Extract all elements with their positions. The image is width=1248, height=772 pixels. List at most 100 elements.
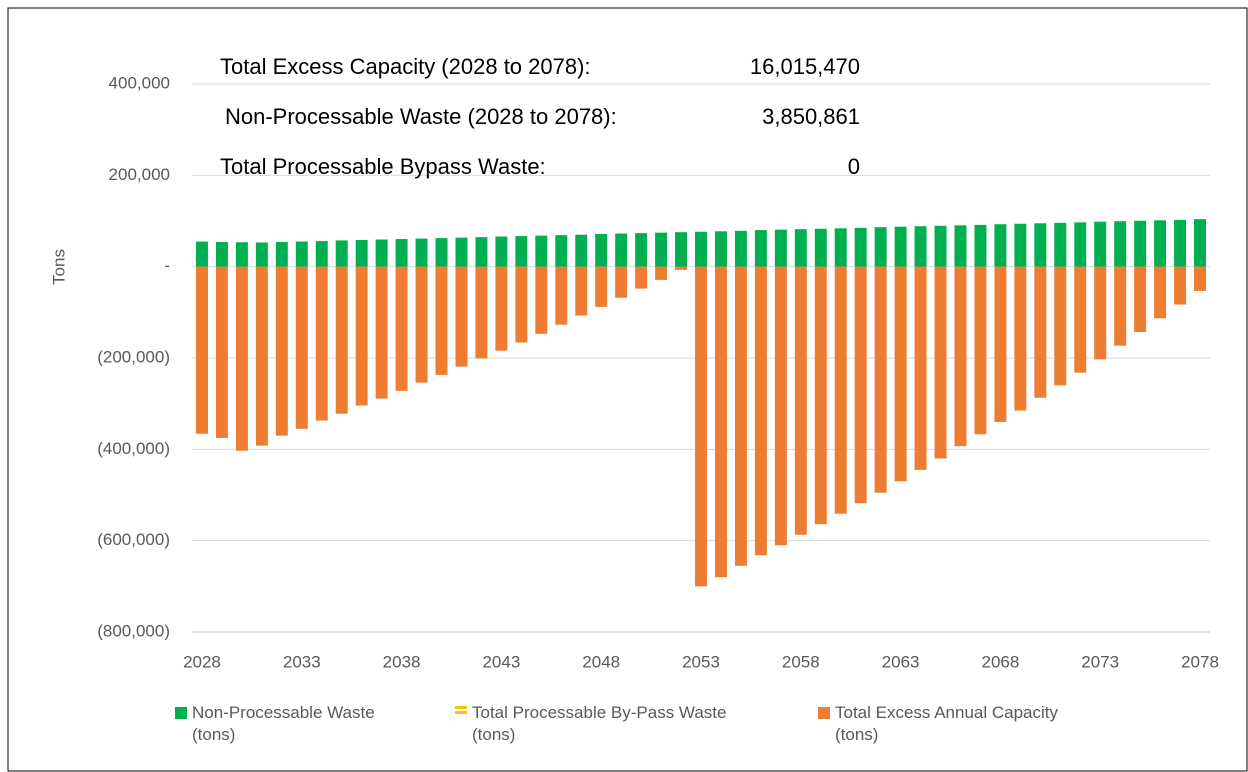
annotation-value: 16,015,470 [750, 54, 860, 79]
bar [954, 266, 967, 447]
bar [774, 229, 787, 267]
bar [1054, 222, 1067, 267]
annotation-value: 0 [848, 154, 860, 179]
bar [555, 266, 568, 325]
bar [834, 266, 847, 514]
bar [994, 266, 1007, 422]
bar [295, 241, 308, 267]
bar [894, 226, 907, 267]
bar [635, 233, 648, 267]
bar [655, 266, 668, 280]
y-tick-label: (800,000) [97, 621, 170, 640]
bar [595, 234, 608, 267]
bar [1114, 266, 1127, 346]
bar [695, 266, 707, 587]
bar [1174, 219, 1187, 267]
bar [215, 266, 228, 438]
bar [874, 227, 887, 267]
bar [195, 241, 208, 267]
x-tick-label: 2048 [582, 652, 620, 671]
bar [655, 232, 668, 267]
bar [1174, 266, 1187, 305]
bar [1134, 220, 1147, 267]
bar [335, 266, 348, 414]
bar [415, 266, 428, 383]
bar [675, 232, 688, 267]
y-tick-label: (600,000) [97, 530, 170, 549]
bar [734, 266, 747, 566]
x-tick-label: 2028 [183, 652, 221, 671]
bar [615, 266, 628, 298]
bar [714, 266, 727, 578]
bar [1074, 266, 1087, 373]
bar [874, 266, 887, 493]
annotation-text: Total Processable Bypass Waste: [220, 154, 546, 179]
y-tick-label: 400,000 [109, 73, 170, 92]
bar [974, 224, 987, 267]
bar [954, 225, 967, 267]
bar [215, 242, 228, 267]
y-tick-label: (400,000) [97, 439, 170, 458]
annotation-text: Total Excess Capacity (2028 to 2078): [220, 54, 591, 79]
bar [355, 239, 368, 267]
bar [934, 266, 947, 459]
bar [255, 266, 268, 446]
bar [1034, 266, 1047, 398]
bar [1154, 266, 1167, 319]
bar [335, 240, 348, 267]
bar [375, 239, 388, 267]
bar [355, 266, 368, 406]
bar [754, 230, 767, 267]
bar [774, 266, 787, 546]
bar [1134, 266, 1147, 332]
bar [495, 266, 508, 351]
bar [275, 242, 288, 267]
bar [455, 237, 468, 267]
bar [1194, 266, 1207, 291]
bar [595, 266, 608, 307]
y-axis-label: Tons [49, 249, 68, 285]
y-tick-label: (200,000) [97, 347, 170, 366]
bar [754, 266, 767, 556]
bar [395, 239, 408, 267]
bar [854, 227, 867, 267]
bar [1194, 219, 1207, 267]
x-tick-label: 2078 [1181, 652, 1219, 671]
bar [575, 266, 588, 316]
x-tick-label: 2053 [682, 652, 720, 671]
bar [1154, 220, 1167, 267]
x-tick-label: 2063 [882, 652, 920, 671]
bar [535, 266, 548, 334]
bar [814, 228, 827, 267]
bar [794, 266, 807, 535]
annotation-value: 3,850,861 [762, 104, 860, 129]
bar [495, 236, 508, 267]
bar [635, 266, 648, 289]
bar [974, 266, 987, 435]
bar [1094, 266, 1107, 360]
bar [734, 230, 747, 267]
bar [315, 241, 328, 267]
frame [7, 7, 1248, 772]
bar [994, 224, 1007, 267]
bar [1094, 221, 1107, 267]
bar [794, 229, 807, 267]
bar [814, 266, 827, 525]
bar [1074, 222, 1087, 267]
bar [1014, 266, 1027, 411]
y-tick-label: - [164, 256, 170, 275]
bar [695, 231, 707, 267]
bar [315, 266, 328, 421]
x-tick-label: 2073 [1081, 652, 1119, 671]
bar [615, 233, 628, 267]
x-tick-label: 2038 [383, 652, 421, 671]
y-tick-label: 200,000 [109, 165, 170, 184]
x-tick-label: 2043 [482, 652, 520, 671]
bar [535, 235, 548, 267]
bar [854, 266, 867, 504]
bar [515, 236, 528, 267]
bar [435, 266, 448, 375]
bar [914, 226, 927, 267]
